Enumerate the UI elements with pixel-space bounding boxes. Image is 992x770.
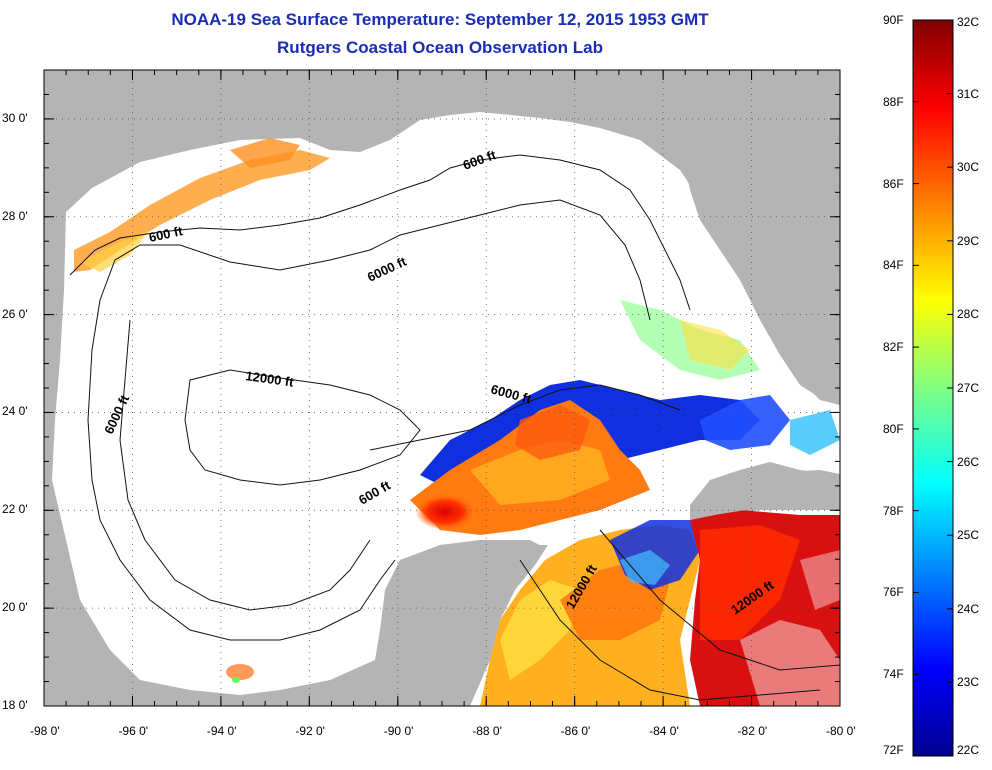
colorbar-ticks (913, 19, 953, 757)
map-title: NOAA-19 Sea Surface Temperature: Septemb… (171, 10, 709, 29)
x-tick-label: -98 0' (30, 724, 60, 738)
y-tick-label: 28 0' (2, 208, 28, 223)
colorbar-label-f: 86F (883, 176, 904, 191)
colorbar-label-c: 27C (957, 381, 980, 395)
bathymetry-contours (69, 154, 840, 701)
x-tick-label: -86 0' (560, 724, 591, 738)
y-tick-label: 22 0' (2, 502, 28, 517)
x-tick-label: -80 0' (826, 724, 856, 738)
colorbar-label-c: 30C (957, 160, 980, 175)
y-tick-label: 24 0' (2, 404, 28, 419)
yucatan-peninsula (375, 545, 548, 706)
colorbar-label-f: 84F (883, 258, 904, 273)
colorbar-label-f: 88F (883, 94, 904, 109)
x-tick-label: -88 0' (472, 724, 502, 738)
colorbar-label-c: 32C (957, 15, 980, 29)
sst-data (74, 138, 840, 706)
colorbar-label-c: 31C (957, 86, 980, 101)
cuba-land (690, 470, 840, 514)
colorbar-label-f: 82F (883, 340, 904, 355)
colorbar-label-f: 90F (883, 13, 904, 27)
colorbar-label-c: 23C (957, 675, 980, 690)
y-tick-label: 20 0' (2, 600, 28, 615)
y-tick-label: 30 0' (2, 110, 28, 125)
colorbar-label-f: 72F (883, 743, 904, 757)
florida-land (680, 70, 840, 400)
map-ticks (43, 69, 841, 707)
contour-label: 12000 ft (245, 368, 296, 390)
contour-label: 600 ft (148, 223, 185, 245)
x-tick-label: -90 0' (383, 724, 414, 738)
x-tick-label: -92 0' (295, 724, 325, 738)
x-tick-label: -82 0' (737, 724, 768, 738)
y-tick-label: 18 0' (2, 698, 28, 712)
colorbar-label-f: 80F (883, 421, 904, 436)
colorbar-label-f: 74F (883, 667, 904, 682)
colorbar (912, 19, 954, 757)
colorbar-label-c: 26C (957, 454, 980, 469)
colorbar-label-c: 25C (957, 528, 980, 543)
x-tick-label: -96 0' (118, 724, 149, 738)
map-subtitle: Rutgers Coastal Ocean Observation Lab (277, 38, 603, 57)
colorbar-label-c: 29C (957, 233, 980, 248)
colorbar-label-c: 22C (957, 743, 980, 757)
colorbar-label-c: 24C (957, 601, 980, 616)
map-gridlines (44, 70, 840, 706)
y-tick-label: 26 0' (2, 306, 28, 321)
x-tick-label: -84 0' (649, 724, 679, 738)
colorbar-label-c: 28C (957, 307, 980, 322)
x-tick-label: -94 0' (206, 724, 237, 738)
colorbar-label-f: 76F (883, 585, 904, 600)
colorbar-label-f: 78F (883, 503, 904, 518)
